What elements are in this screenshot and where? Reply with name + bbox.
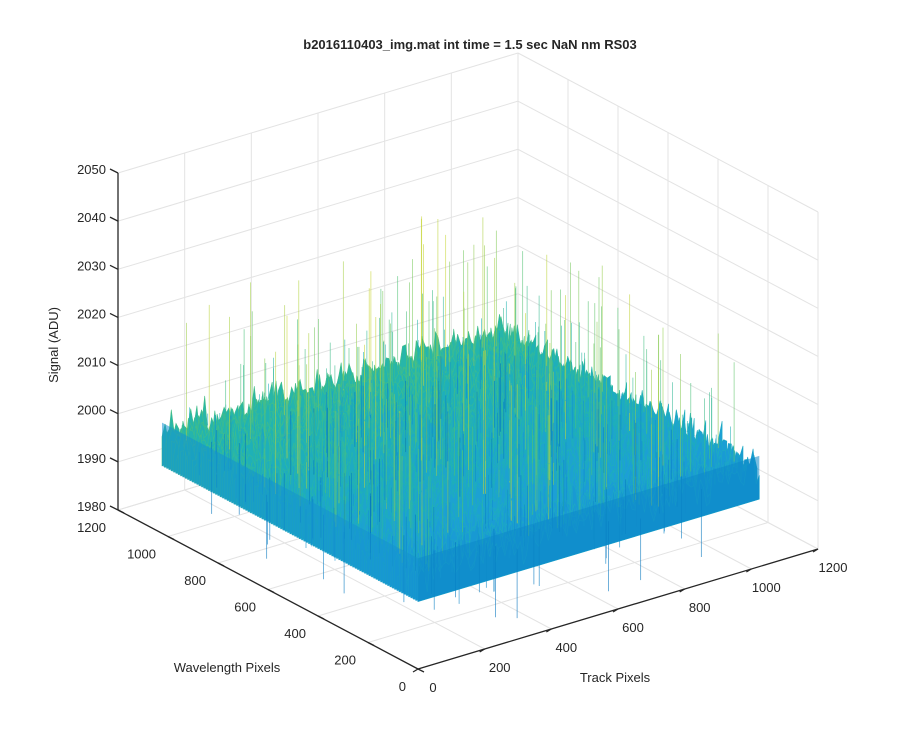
y-tick-mark xyxy=(317,615,325,620)
x-tick-mark xyxy=(812,548,819,553)
grid-line xyxy=(117,245,519,367)
z-tick-label: 2020 xyxy=(77,306,106,321)
z-tick-label: 2010 xyxy=(77,355,106,370)
x-tick-mark xyxy=(412,668,419,673)
grid-line xyxy=(517,148,819,309)
y-tick-label: 0 xyxy=(399,679,406,694)
grid-line xyxy=(517,100,819,261)
z-tick-label: 1990 xyxy=(77,451,106,466)
surface-side xyxy=(162,422,418,602)
x-tick-mark xyxy=(679,588,686,593)
z-tick-mark xyxy=(109,360,119,367)
z-tick-mark xyxy=(109,457,119,463)
y-tick-label: 800 xyxy=(184,573,206,588)
z-tick-label: 2000 xyxy=(77,403,106,418)
y-tick-mark xyxy=(417,668,425,673)
x-tick-mark xyxy=(745,568,752,573)
surface-side xyxy=(418,455,760,602)
y-tick-mark xyxy=(117,509,125,514)
grid-line xyxy=(517,245,819,406)
x-tick-label: 200 xyxy=(489,660,511,675)
grid-line xyxy=(117,148,519,270)
axes xyxy=(109,168,819,673)
y-tick-mark xyxy=(267,588,275,594)
x-tick-label: 1000 xyxy=(752,580,781,595)
x-tick-mark xyxy=(612,608,619,613)
grid-line xyxy=(117,196,519,318)
z-tick-mark xyxy=(109,409,119,415)
y-tick-label: 1200 xyxy=(77,520,106,535)
x-tick-mark xyxy=(479,648,486,653)
z-tick-label: 1980 xyxy=(77,499,106,514)
x-tick-label: 1200 xyxy=(819,560,848,575)
grid-line xyxy=(117,100,519,222)
z-tick-label: 2030 xyxy=(77,258,106,273)
grid-line xyxy=(117,52,519,174)
x-tick-mark xyxy=(545,628,552,633)
z-tick-mark xyxy=(109,168,119,174)
x-tick-label: 0 xyxy=(429,680,436,695)
x-axis-label: Track Pixels xyxy=(580,670,651,685)
grid-line xyxy=(517,196,819,357)
x-tick-label: 800 xyxy=(689,600,711,615)
z-tick-label: 2040 xyxy=(77,210,106,225)
y-tick-label: 200 xyxy=(334,653,356,668)
z-tick-label: 2050 xyxy=(77,162,106,177)
y-tick-label: 600 xyxy=(234,600,256,615)
x-tick-label: 600 xyxy=(622,620,644,635)
tick-labels: 0 200 400 600 800 1000 1200 0 200 400 600 800 1000 12… xyxy=(77,162,847,695)
y-tick-mark xyxy=(167,535,175,541)
surface-mesh xyxy=(161,216,760,619)
y-axis-label: Wavelength Pixels xyxy=(174,660,281,675)
z-tick-mark xyxy=(109,216,119,222)
z-tick-mark xyxy=(109,312,119,319)
z-tick-mark xyxy=(109,505,119,511)
z-tick-mark xyxy=(109,264,119,270)
y-tick-label: 400 xyxy=(284,626,306,641)
y-tick-label: 1000 xyxy=(127,547,156,562)
grid-line xyxy=(517,293,819,454)
grid-line xyxy=(517,52,819,213)
y-tick-mark xyxy=(217,562,225,567)
x-tick-label: 400 xyxy=(555,640,577,655)
chart-title: b2016110403_img.mat int time = 1.5 sec N… xyxy=(303,37,636,52)
grid-line xyxy=(117,293,519,415)
z-axis-label: Signal (ADU) xyxy=(46,307,61,383)
y-tick-mark xyxy=(367,641,375,647)
